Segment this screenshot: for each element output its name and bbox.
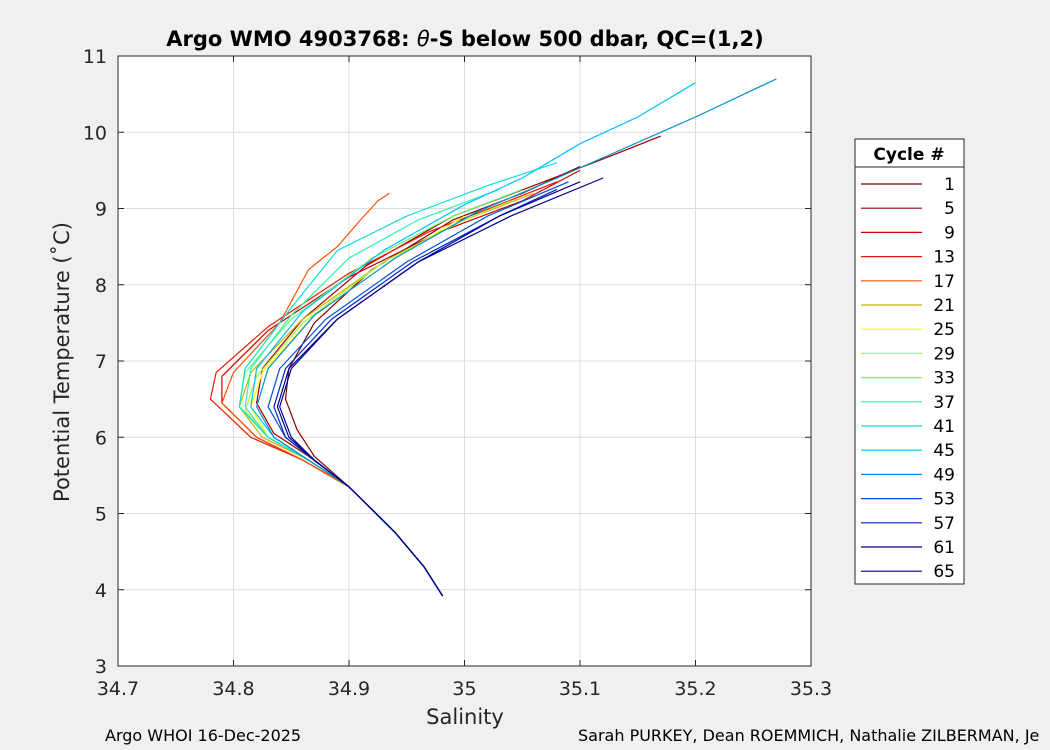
x-axis-label: Salinity [426,705,504,729]
legend: Cycle # 1 5 9 13 17 21 25 29 33 37 41 45 49 53 57 61 65 [854,138,965,585]
x-tick-label: 35.3 [790,678,832,700]
chart-title: Argo WMO 4903768: θ-S below 500 dbar, QC… [166,27,763,51]
legend-title: Cycle # [873,145,944,165]
legend-label-cycle-45: 45 [933,441,955,461]
x-tick-label: 34.8 [212,678,254,700]
legend-label-cycle-25: 25 [933,320,955,340]
legend-label-cycle-5: 5 [944,199,955,219]
series-layer [209,78,777,597]
series-line-cycle-65 [279,177,604,597]
y-tick-label: 3 [95,656,107,678]
legend-label-cycle-65: 65 [933,562,955,582]
x-tick-label: 35 [452,678,476,700]
y-tick-label: 8 [95,275,107,297]
legend-label-cycle-57: 57 [933,514,955,534]
legend-label-cycle-1: 1 [944,175,955,195]
x-tick-label: 34.7 [97,678,139,700]
y-tick-label: 5 [95,504,107,526]
footer-left: Argo WHOI 16-Dec-2025 [105,726,301,745]
y-tick-label: 9 [95,199,107,221]
axis-ticks: 34.7 34.8 34.9 35 35.1 35.2 35.3 3 4 5 6 7 8 9 10 11 [83,46,832,700]
legend-label-cycle-21: 21 [933,296,955,316]
legend-label-cycle-9: 9 [944,223,955,243]
legend-label-cycle-17: 17 [933,272,955,292]
legend-label-cycle-33: 33 [933,369,955,389]
legend-box [854,138,965,585]
x-tick-label: 35.2 [674,678,716,700]
legend-entries: 1 5 9 13 17 21 25 29 33 37 41 45 49 53 57 61 65 [861,175,955,582]
legend-label-cycle-37: 37 [933,393,955,413]
y-tick-label: 7 [95,351,107,373]
legend-label-cycle-53: 53 [933,490,955,510]
footer-right: Sarah PURKEY, Dean ROEMMICH, Nathalie ZI… [578,726,1039,745]
x-tick-label: 34.9 [328,678,370,700]
legend-label-cycle-29: 29 [933,344,955,364]
y-axis-label: Potential Temperature (˚C) [50,222,74,502]
y-tick-label: 6 [95,427,107,449]
y-tick-label: 10 [83,122,107,144]
legend-label-cycle-49: 49 [933,465,955,485]
y-tick-label: 4 [95,580,107,602]
legend-label-cycle-61: 61 [933,538,955,558]
y-tick-label: 11 [83,46,107,68]
legend-label-cycle-13: 13 [933,248,955,268]
legend-label-cycle-41: 41 [933,417,955,437]
x-tick-label: 35.1 [559,678,601,700]
